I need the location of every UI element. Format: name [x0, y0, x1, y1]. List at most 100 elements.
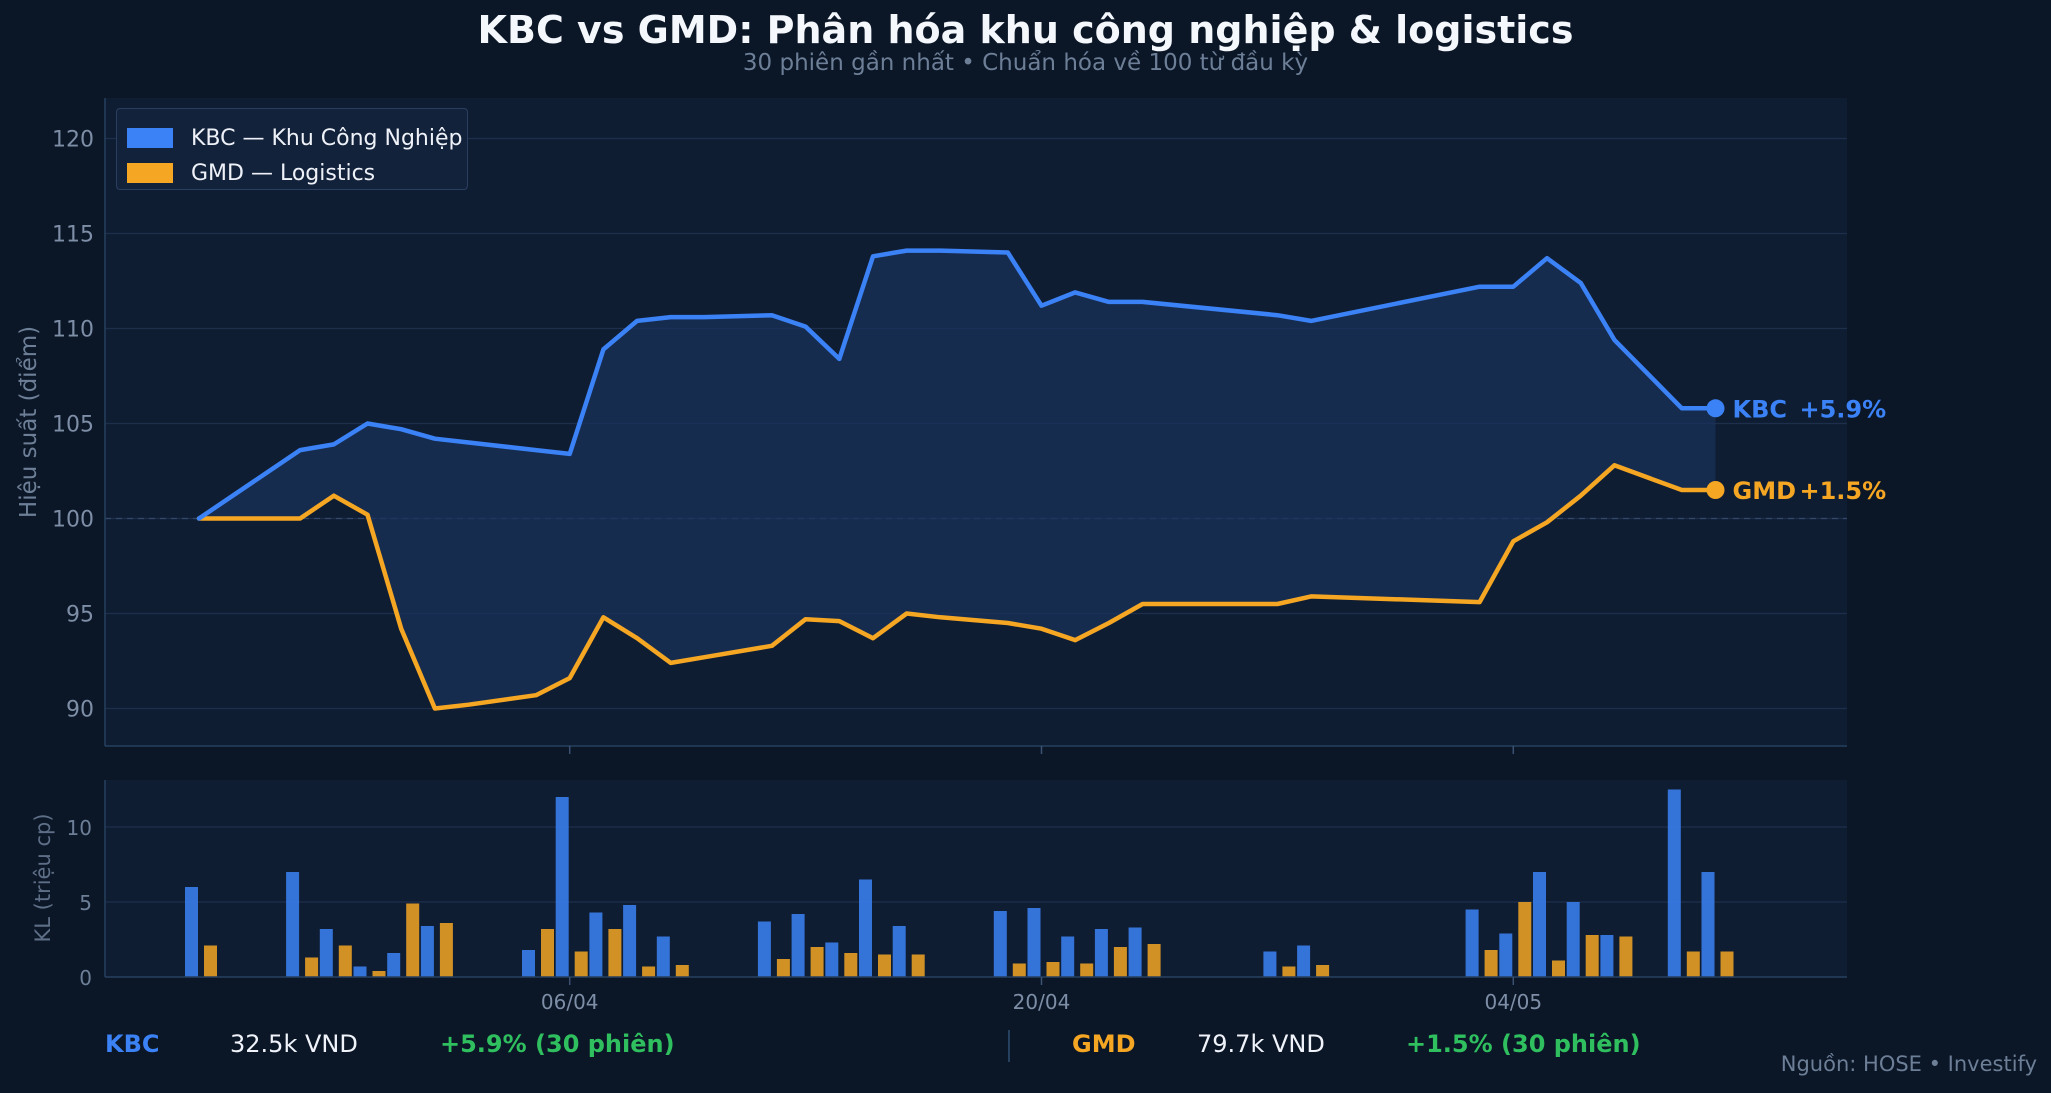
volume-bar-kbc	[656, 936, 670, 977]
volume-bar-kbc	[1128, 927, 1142, 977]
volume-bar-kbc	[589, 912, 603, 977]
volume-panel-background	[105, 780, 1847, 977]
volume-bar-kbc	[1027, 908, 1041, 977]
volume-bar-kbc	[1701, 872, 1715, 977]
volume-bar-gmd	[608, 929, 622, 977]
footer-divider	[1008, 1030, 1010, 1062]
legend: KBC — Khu Công Nghiệp GMD — Logistics	[116, 108, 468, 190]
volume-bar-gmd	[878, 954, 891, 977]
volume-bar-gmd	[1552, 960, 1565, 977]
volume-bar-gmd	[439, 923, 453, 977]
y-tick-main-95: 95	[66, 603, 94, 628]
volume-bar-gmd	[1585, 935, 1599, 977]
main-series-layer	[196, 248, 1718, 711]
volume-bar-gmd	[406, 903, 420, 977]
legend-swatch-kbc	[127, 128, 173, 148]
volume-bar-kbc	[1094, 929, 1108, 977]
y-tick-main-100: 100	[52, 508, 94, 533]
volume-bar-kbc	[555, 797, 569, 977]
volume-bar-kbc	[420, 926, 434, 977]
y-axis-label-volume: KL (triệu cp)	[31, 813, 55, 942]
volume-bar-kbc	[387, 953, 401, 977]
volume-bar-kbc	[1600, 935, 1614, 977]
volume-bar-gmd	[642, 966, 656, 977]
volume-bar-kbc	[791, 914, 805, 977]
footer-gmd-price: 79.7k VND	[1197, 1030, 1325, 1058]
end-label-change-gmd: +1.5%	[1800, 477, 1887, 505]
volume-bar-gmd	[675, 965, 689, 977]
volume-bar-gmd	[541, 929, 554, 977]
footer-kbc-price: 32.5k VND	[230, 1030, 358, 1058]
volume-bar-kbc	[892, 926, 906, 977]
legend-label-kbc: KBC — Khu Công Nghiệp	[191, 125, 463, 151]
y-axis-label-main: Hiệu suất (điểm)	[16, 326, 42, 518]
legend-label-gmd: GMD — Logistics	[191, 160, 376, 186]
volume-bar-gmd	[204, 945, 217, 977]
volume-bar-gmd	[1686, 951, 1700, 977]
volume-bar-gmd	[1316, 965, 1330, 977]
volume-bar-gmd	[1012, 963, 1026, 977]
volume-bar-kbc	[1566, 902, 1580, 977]
volume-bar-gmd	[1046, 962, 1060, 977]
end-dot-gmd	[1706, 481, 1725, 499]
volume-bar-kbc	[353, 966, 367, 977]
x-tick-label-20/04: 20/04	[1013, 990, 1071, 1014]
volume-bar-gmd	[305, 957, 319, 977]
volume-bar-gmd	[338, 945, 352, 977]
volume-bar-kbc	[522, 950, 535, 977]
series-line-kbc	[196, 248, 1718, 521]
footer-gmd-ticker: GMD	[1072, 1030, 1136, 1058]
end-label-change-kbc: +5.9%	[1800, 395, 1887, 423]
y-tick-volume-5: 5	[79, 891, 92, 915]
end-labels: KBC +5.9% GMD +1.5%	[1706, 395, 1887, 505]
footer-gmd-change: +1.5% (30 phiên)	[1406, 1030, 1641, 1058]
volume-bar-gmd	[372, 971, 386, 977]
volume-bar-kbc	[319, 929, 333, 977]
end-label-ticker-kbc: KBC	[1733, 395, 1788, 423]
volume-bar-kbc	[1499, 933, 1513, 977]
volume-bar-gmd	[1080, 963, 1094, 977]
footer-kbc-ticker: KBC	[105, 1030, 160, 1058]
y-tick-main-115: 115	[52, 223, 94, 248]
y-tick-main-110: 110	[52, 318, 94, 343]
volume-bar-kbc	[825, 942, 839, 977]
volume-bar-kbc	[993, 911, 1007, 977]
y-tick-main-105: 105	[52, 413, 94, 438]
volume-bar-kbc	[1263, 951, 1277, 977]
volume-bar-gmd	[1113, 947, 1127, 977]
volume-bar-gmd	[1619, 936, 1633, 977]
volume-bar-gmd	[1720, 951, 1734, 977]
y-tick-volume-0: 0	[79, 966, 92, 990]
volume-bar-kbc	[1667, 789, 1681, 977]
volume-bar-kbc	[1533, 872, 1546, 977]
x-tick-label-06/04: 06/04	[541, 990, 599, 1014]
axes-layer: 90 95 100 105 110 115 120 0 5 10 06/04 20/04 04/05	[52, 98, 1847, 1014]
chart-title: KBC vs GMD: Phân hóa khu công nghiệp & l…	[477, 8, 1574, 52]
spread-area	[199, 250, 1716, 709]
y-tick-main-120: 120	[52, 128, 94, 153]
volume-bar-gmd	[1518, 902, 1532, 977]
legend-item-gmd: GMD — Logistics	[127, 158, 375, 188]
end-label-ticker-gmd: GMD	[1733, 477, 1797, 505]
volume-bar-kbc	[859, 879, 872, 977]
volume-bar-gmd	[810, 947, 824, 977]
volume-bar-gmd	[911, 954, 925, 977]
source-note: Nguồn: HOSE • Investify	[1780, 1052, 2037, 1076]
volume-bar-kbc	[1465, 909, 1479, 977]
y-tick-volume-10: 10	[67, 816, 92, 840]
volume-bar-gmd	[844, 953, 858, 977]
end-dot-kbc	[1706, 399, 1725, 418]
volume-bar-gmd	[1147, 944, 1161, 977]
volume-bar-gmd	[574, 951, 588, 977]
volume-bar-kbc	[757, 921, 771, 977]
y-tick-main-90: 90	[66, 698, 94, 723]
volume-bars-layer	[185, 789, 1734, 977]
chart-subtitle: 30 phiên gần nhất • Chuẩn hóa về 100 từ …	[742, 50, 1309, 76]
volume-bar-kbc	[286, 872, 300, 977]
legend-swatch-gmd	[127, 163, 173, 183]
volume-bar-gmd	[1484, 950, 1498, 977]
series-line-gmd	[196, 463, 1718, 711]
volume-bar-kbc	[185, 887, 198, 977]
volume-bar-kbc	[1061, 936, 1075, 977]
